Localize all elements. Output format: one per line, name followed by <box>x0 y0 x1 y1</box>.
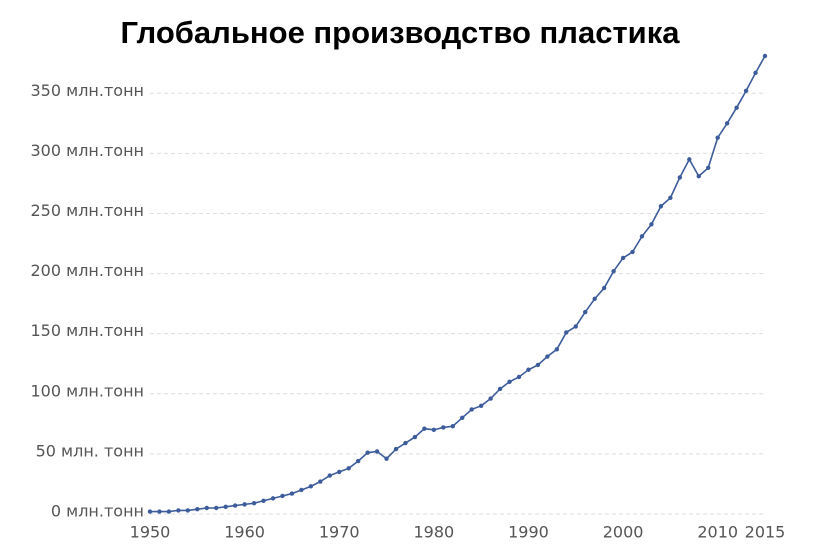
point <box>147 509 153 514</box>
x-tick-label: 1950 <box>130 523 171 542</box>
point <box>176 508 181 513</box>
point <box>393 446 399 452</box>
point <box>611 268 616 274</box>
point <box>516 374 522 380</box>
point <box>251 500 257 506</box>
point <box>365 450 370 455</box>
x-tick-label: 2010 <box>697 523 738 542</box>
point <box>583 309 588 315</box>
point <box>507 379 512 384</box>
point <box>478 403 484 409</box>
point <box>469 407 474 412</box>
point <box>545 354 550 359</box>
y-tick-label: 0 млн.тонн <box>51 502 144 521</box>
point <box>431 427 437 433</box>
point <box>715 135 720 140</box>
point <box>658 204 664 209</box>
point <box>185 508 191 513</box>
point <box>270 496 276 501</box>
point <box>573 324 578 329</box>
point <box>601 285 607 291</box>
point <box>412 434 418 440</box>
point <box>630 249 635 255</box>
point <box>166 509 172 514</box>
point <box>308 484 314 489</box>
y-tick-label: 300 млн.тонн <box>31 141 145 160</box>
point <box>554 347 560 352</box>
point <box>261 498 266 503</box>
point <box>299 487 304 493</box>
point <box>280 493 285 499</box>
point <box>346 466 351 471</box>
point <box>195 506 200 512</box>
y-tick-label: 200 млн.тонн <box>31 261 145 280</box>
point <box>639 234 645 239</box>
point <box>422 426 427 431</box>
y-tick-label: 100 млн.тонн <box>31 381 145 400</box>
point <box>724 121 730 126</box>
x-tick-label: 1960 <box>224 523 265 542</box>
point <box>734 105 739 110</box>
point <box>743 88 749 94</box>
x-tick-label: 2015 <box>745 523 786 542</box>
x-tick-label: 2000 <box>603 523 644 542</box>
point <box>696 174 701 179</box>
point <box>441 425 446 430</box>
point <box>157 509 162 514</box>
y-tick-label: 350 млн.тонн <box>31 81 145 100</box>
point <box>289 491 295 496</box>
point <box>327 473 332 478</box>
point <box>214 505 219 511</box>
line <box>150 55 766 513</box>
point <box>337 469 342 475</box>
point <box>497 386 503 392</box>
point <box>620 255 626 261</box>
point <box>592 296 597 302</box>
point <box>526 367 531 372</box>
point <box>384 456 389 461</box>
x-tick-label: 1990 <box>508 523 549 542</box>
x-tick-label: 1980 <box>413 523 454 542</box>
y-tick-label: 250 млн.тонн <box>31 201 145 220</box>
point <box>223 504 228 509</box>
point <box>488 396 493 401</box>
chart-title: Глобальное производство пластика <box>121 15 681 50</box>
point <box>649 222 654 227</box>
point <box>232 503 238 508</box>
point <box>374 449 380 454</box>
y-tick-label: 150 млн.тонн <box>31 321 145 340</box>
point <box>460 415 465 421</box>
point <box>677 175 683 180</box>
point <box>403 440 408 446</box>
point <box>355 458 361 464</box>
point <box>242 502 247 507</box>
y-tick-label: 50 млн. тонн <box>36 441 144 460</box>
point <box>753 70 758 76</box>
point <box>706 165 711 170</box>
point <box>668 195 673 201</box>
x-tick-label: 1970 <box>319 523 360 542</box>
point <box>204 505 209 511</box>
point <box>687 157 692 162</box>
point <box>535 362 541 368</box>
point <box>450 424 455 429</box>
point <box>762 53 768 59</box>
point <box>318 479 323 484</box>
point <box>564 330 569 335</box>
